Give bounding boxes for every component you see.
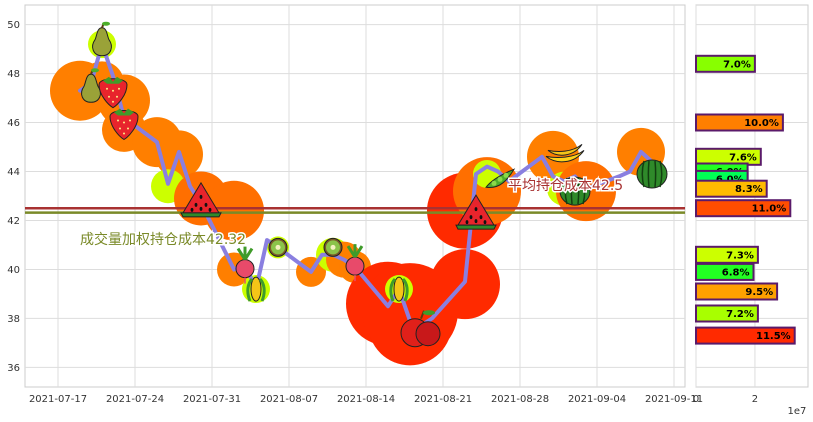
distribution-bar-label: 7.6% [729,152,757,163]
x-tick-label: 2021-08-28 [491,394,549,405]
watermelon-slice-icon [180,181,222,218]
strawberry-icon [98,76,128,109]
distribution-bar [695,179,768,198]
cost-labels: 成交量加权持仓成本42.32 平均持仓成本42.5 [79,177,625,250]
x-axis-ticks: 2021-07-17 2021-07-24 2021-07-31 2021-08-07… [29,394,703,405]
x-tick-label: 2021-08-14 [337,394,395,405]
y-tick-label: 36 [7,363,20,374]
distribution-bars: 7.0%10.0%7.6%6.0%6.0%8.3%11.0%7.3%6.8%9.… [695,54,796,345]
watermelon-slice-icon [455,194,497,230]
x-tick-label: 2021-07-24 [106,394,164,405]
y-tick-label: 38 [7,314,20,325]
radish-icon [235,246,255,284]
y-tick-label: 46 [7,118,20,129]
x-tick-label: 2021-07-31 [183,394,241,405]
apple-icon [400,310,441,348]
y-axis-ticks: 36 38 40 42 44 46 48 50 [7,20,20,374]
distribution-bar [695,245,759,264]
watermelon-icon [636,159,668,189]
volume-bubble [204,180,264,241]
distribution-bar [695,282,779,301]
distribution-bar-label: 10.0% [744,118,779,129]
distribution-bar-label: 7.2% [726,309,754,320]
x-tick-label: 2021-07-17 [29,394,87,405]
distribution-bar [695,113,784,132]
radish-icon [345,244,365,282]
cost-lines [25,206,685,214]
x-tick-label: 2021-09-04 [568,394,626,405]
distribution-x-tick-label: 2 [752,394,758,405]
x-tick-label: 2021-09-11 [645,394,703,405]
distribution-bar [695,326,796,345]
fruit-marker-layer [81,21,668,348]
pear-icon [92,21,112,57]
distribution-bar [695,199,792,218]
kiwi-icon [268,237,288,257]
y-tick-label: 48 [7,69,20,80]
x-tick-label: 2021-08-21 [414,394,472,405]
corn-icon [389,276,409,302]
banana-icon [545,144,585,163]
avg-cost-label: 平均持仓成本42.5 [508,178,623,194]
distribution-plot: 7.0%10.0%7.6%6.0%6.0%8.3%11.0%7.3%6.8%9.… [693,4,809,417]
x-multiplier-label: 1e7 [788,406,807,417]
y-tick-label: 42 [7,216,20,227]
distribution-bar [695,304,759,323]
x-tick-label: 2021-08-07 [260,394,318,405]
distribution-bar-label: 7.3% [726,250,754,261]
pea-pod-icon [485,168,516,189]
distribution-bar-label: 7.0% [723,59,751,70]
distribution-bar-label: 11.0% [752,204,787,215]
distribution-bar [695,262,755,281]
y-tick-label: 50 [7,20,20,31]
distribution-bar [695,54,756,73]
distribution-bar-label: 8.3% [735,184,763,195]
watermelon-icon [559,176,591,206]
distribution-bar-label: 11.5% [756,331,791,342]
kiwi-icon [323,237,343,257]
y-tick-label: 40 [7,265,20,276]
distribution-bar-label: 6.8% [722,267,750,278]
distribution-bar-label: 9.5% [745,287,773,298]
distribution-x-tick-label: 0 [693,394,699,405]
vwap-cost-label: 成交量加权持仓成本42.32 [80,231,246,248]
y-tick-label: 44 [7,167,20,178]
strawberry-icon [109,108,139,141]
main-plot: 成交量加权持仓成本42.32 平均持仓成本42.5 36 38 40 42 44 46 48… [7,4,703,405]
corn-icon [246,276,266,302]
pear-icon [81,68,101,103]
